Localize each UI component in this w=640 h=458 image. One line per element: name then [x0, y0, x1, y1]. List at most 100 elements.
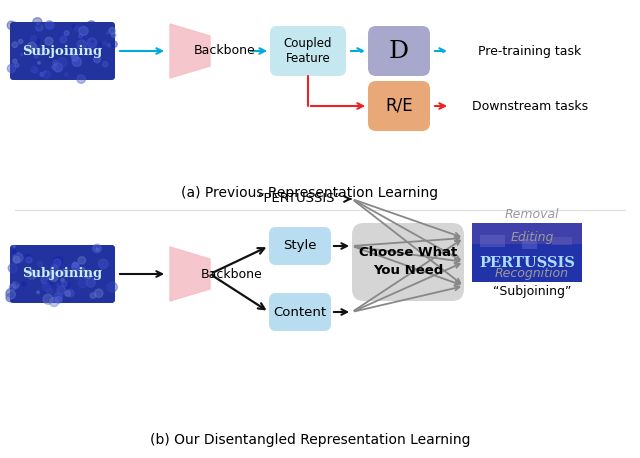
Circle shape [47, 288, 52, 294]
Circle shape [87, 38, 97, 48]
Text: D: D [389, 39, 409, 62]
Circle shape [108, 44, 111, 47]
Circle shape [99, 292, 104, 298]
Circle shape [13, 59, 17, 63]
Text: Removal: Removal [505, 208, 559, 222]
FancyArrowPatch shape [120, 271, 162, 277]
Circle shape [72, 55, 78, 61]
Circle shape [38, 262, 43, 267]
FancyArrowPatch shape [355, 286, 460, 311]
Circle shape [47, 279, 53, 285]
Bar [522, 239, 537, 249]
Circle shape [38, 61, 40, 64]
Circle shape [84, 59, 88, 63]
Circle shape [27, 270, 36, 279]
Circle shape [33, 17, 42, 27]
Circle shape [95, 293, 101, 298]
Circle shape [6, 289, 15, 300]
FancyArrowPatch shape [355, 264, 460, 311]
Text: Coupled: Coupled [284, 38, 332, 50]
Circle shape [72, 57, 81, 66]
Circle shape [72, 25, 75, 28]
Text: Editing: Editing [510, 231, 554, 245]
FancyBboxPatch shape [10, 245, 115, 303]
FancyArrowPatch shape [355, 240, 460, 311]
Circle shape [42, 268, 44, 271]
FancyArrowPatch shape [344, 196, 351, 202]
Bar [480, 235, 505, 247]
Circle shape [87, 271, 92, 276]
Circle shape [49, 271, 52, 273]
Circle shape [10, 284, 16, 290]
Circle shape [44, 71, 46, 73]
Circle shape [83, 64, 91, 71]
Circle shape [38, 48, 45, 55]
Circle shape [13, 245, 15, 247]
Circle shape [70, 51, 76, 57]
Polygon shape [170, 24, 210, 78]
Circle shape [12, 250, 16, 254]
Circle shape [49, 273, 58, 282]
Circle shape [93, 244, 101, 253]
Circle shape [12, 42, 18, 48]
Circle shape [6, 294, 14, 302]
Circle shape [35, 39, 40, 44]
Circle shape [41, 277, 49, 284]
FancyArrowPatch shape [354, 201, 460, 283]
Circle shape [64, 52, 68, 56]
Circle shape [35, 55, 38, 58]
FancyArrowPatch shape [351, 48, 363, 54]
Circle shape [78, 278, 88, 288]
Circle shape [26, 257, 32, 263]
Text: Content: Content [273, 305, 326, 318]
FancyArrowPatch shape [251, 48, 265, 54]
Circle shape [99, 259, 108, 268]
Circle shape [13, 253, 23, 263]
Text: (b) Our Disentangled Representation Learning: (b) Our Disentangled Representation Lear… [150, 433, 470, 447]
Circle shape [43, 294, 53, 304]
Circle shape [38, 273, 40, 275]
Text: Downstream tasks: Downstream tasks [472, 99, 588, 113]
FancyBboxPatch shape [368, 26, 430, 76]
Circle shape [74, 26, 79, 31]
Circle shape [54, 259, 61, 267]
FancyBboxPatch shape [270, 26, 346, 76]
FancyBboxPatch shape [10, 22, 115, 80]
Circle shape [43, 71, 51, 78]
Circle shape [55, 296, 62, 303]
Text: Recognition: Recognition [495, 267, 569, 280]
Circle shape [86, 21, 96, 30]
Circle shape [6, 289, 14, 297]
FancyArrowPatch shape [311, 103, 363, 109]
Circle shape [65, 283, 70, 288]
Circle shape [93, 56, 100, 63]
Circle shape [108, 282, 117, 292]
Circle shape [37, 22, 39, 25]
Circle shape [79, 34, 83, 38]
Circle shape [87, 48, 95, 55]
FancyArrowPatch shape [355, 246, 460, 263]
Bar [472, 244, 582, 282]
Circle shape [13, 22, 16, 25]
Circle shape [67, 289, 74, 297]
Circle shape [84, 271, 92, 278]
Circle shape [57, 58, 67, 67]
Circle shape [49, 298, 58, 306]
Circle shape [57, 286, 65, 294]
Circle shape [45, 21, 54, 29]
Circle shape [26, 254, 31, 260]
Circle shape [45, 37, 53, 45]
Circle shape [64, 31, 69, 36]
Circle shape [54, 293, 62, 301]
Circle shape [22, 282, 26, 286]
Circle shape [91, 49, 98, 56]
FancyArrowPatch shape [355, 236, 460, 246]
Circle shape [96, 248, 99, 251]
Circle shape [102, 61, 108, 67]
Circle shape [31, 67, 37, 73]
Circle shape [92, 40, 93, 42]
Circle shape [65, 73, 68, 76]
Circle shape [52, 60, 58, 65]
Circle shape [77, 75, 85, 83]
Circle shape [90, 293, 96, 298]
